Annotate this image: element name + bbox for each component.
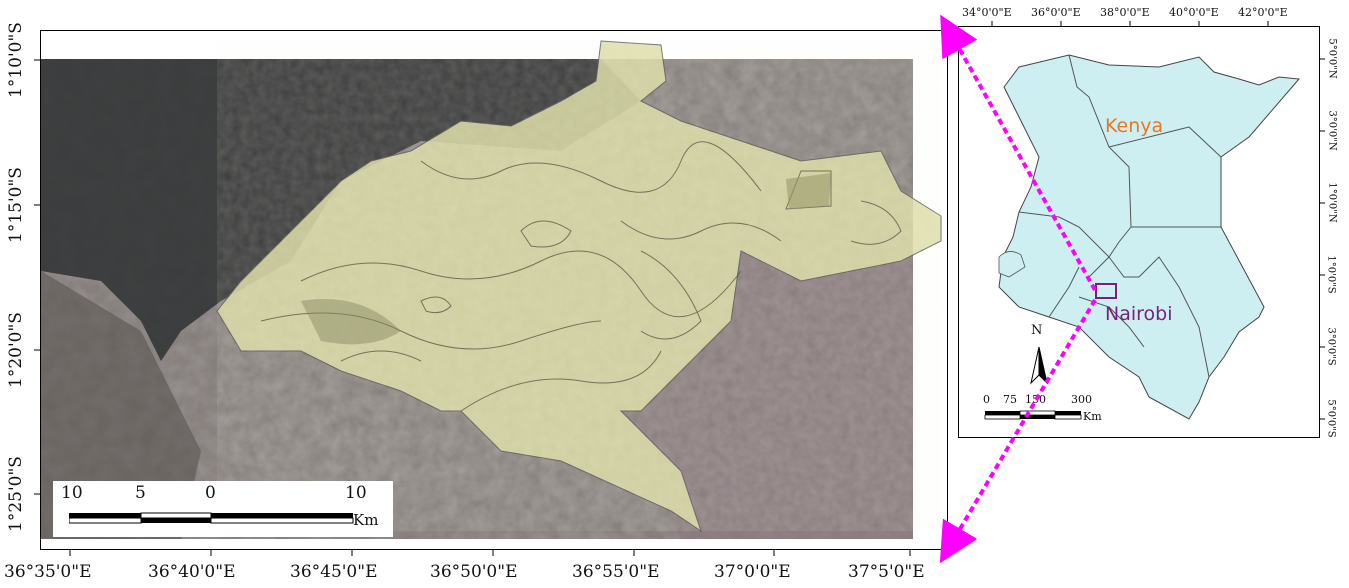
inset-y-tick-2: 1°0'0"N [1326,182,1338,223]
inset-scale-unit: Km [1083,410,1102,423]
main-y-tick-1: 1°15'0"S [5,167,26,243]
main-x-tick-0: 36°35'0"E [4,562,92,582]
inset-scale-bar-graphic [984,410,1082,420]
main-y-tick-2: 1°20'0"S [5,312,26,388]
kenya-label: Kenya [1105,115,1164,137]
inset-x-tick-1: 36°0'0"E [1031,6,1081,19]
inset-y-tick-0: 5°0'0"N [1326,38,1338,79]
main-scale-label-0: 10 [61,483,83,503]
nairobi-label: Nairobi [1105,303,1173,325]
main-x-tick-5: 37°0'0"E [714,562,791,582]
main-scale-label-2: 0 [205,483,216,503]
nairobi-box [1095,283,1117,299]
inset-scale-label-2: 150 [1025,393,1046,406]
main-x-tick-3: 36°50'0"E [430,562,518,582]
main-scale-unit: Km [353,511,379,529]
inset-scale-label-3: 300 [1071,393,1092,406]
inset-x-tick-0: 34°0'0"E [962,6,1012,19]
inset-scale-label-1: 75 [1003,393,1017,406]
main-x-tick-2: 36°45'0"E [290,562,378,582]
main-scale-bar-graphic [69,512,354,524]
inset-scale-label-0: 0 [983,393,990,406]
main-y-tick-3: 1°25'0"S [5,456,26,532]
main-x-tick-6: 37°5'0"E [848,562,925,582]
inset-x-tick-3: 40°0'0"E [1169,6,1219,19]
main-scale-bar: 10 5 0 10 Km [53,481,393,537]
main-scale-label-3: 10 [345,483,367,503]
kenya-map [984,54,1301,420]
kenya-outline [998,54,1301,420]
main-map-frame: 10 5 0 10 Km [40,30,948,550]
inset-x-tick-2: 38°0'0"E [1100,6,1150,19]
satellite-map [41,40,942,539]
north-arrow-icon [1030,346,1048,385]
inset-x-tick-4: 42°0'0"E [1238,6,1288,19]
main-x-tick-4: 36°55'0"E [572,562,660,582]
main-x-tick-1: 36°40'0"E [148,562,236,582]
main-scale-label-1: 5 [135,483,146,503]
inset-map-frame: Kenya Nairobi N 0 75 150 300 Km [958,26,1320,438]
main-y-tick-0: 1°10'0"S [5,22,26,98]
inset-y-tick-3: 1°0'0"S [1325,255,1337,294]
inset-y-tick-5: 5°0'0"S [1325,399,1337,438]
inset-y-tick-4: 3°0'0"S [1325,327,1337,366]
north-label: N [1031,323,1043,338]
inset-y-tick-1: 3°0'0"N [1326,110,1338,151]
